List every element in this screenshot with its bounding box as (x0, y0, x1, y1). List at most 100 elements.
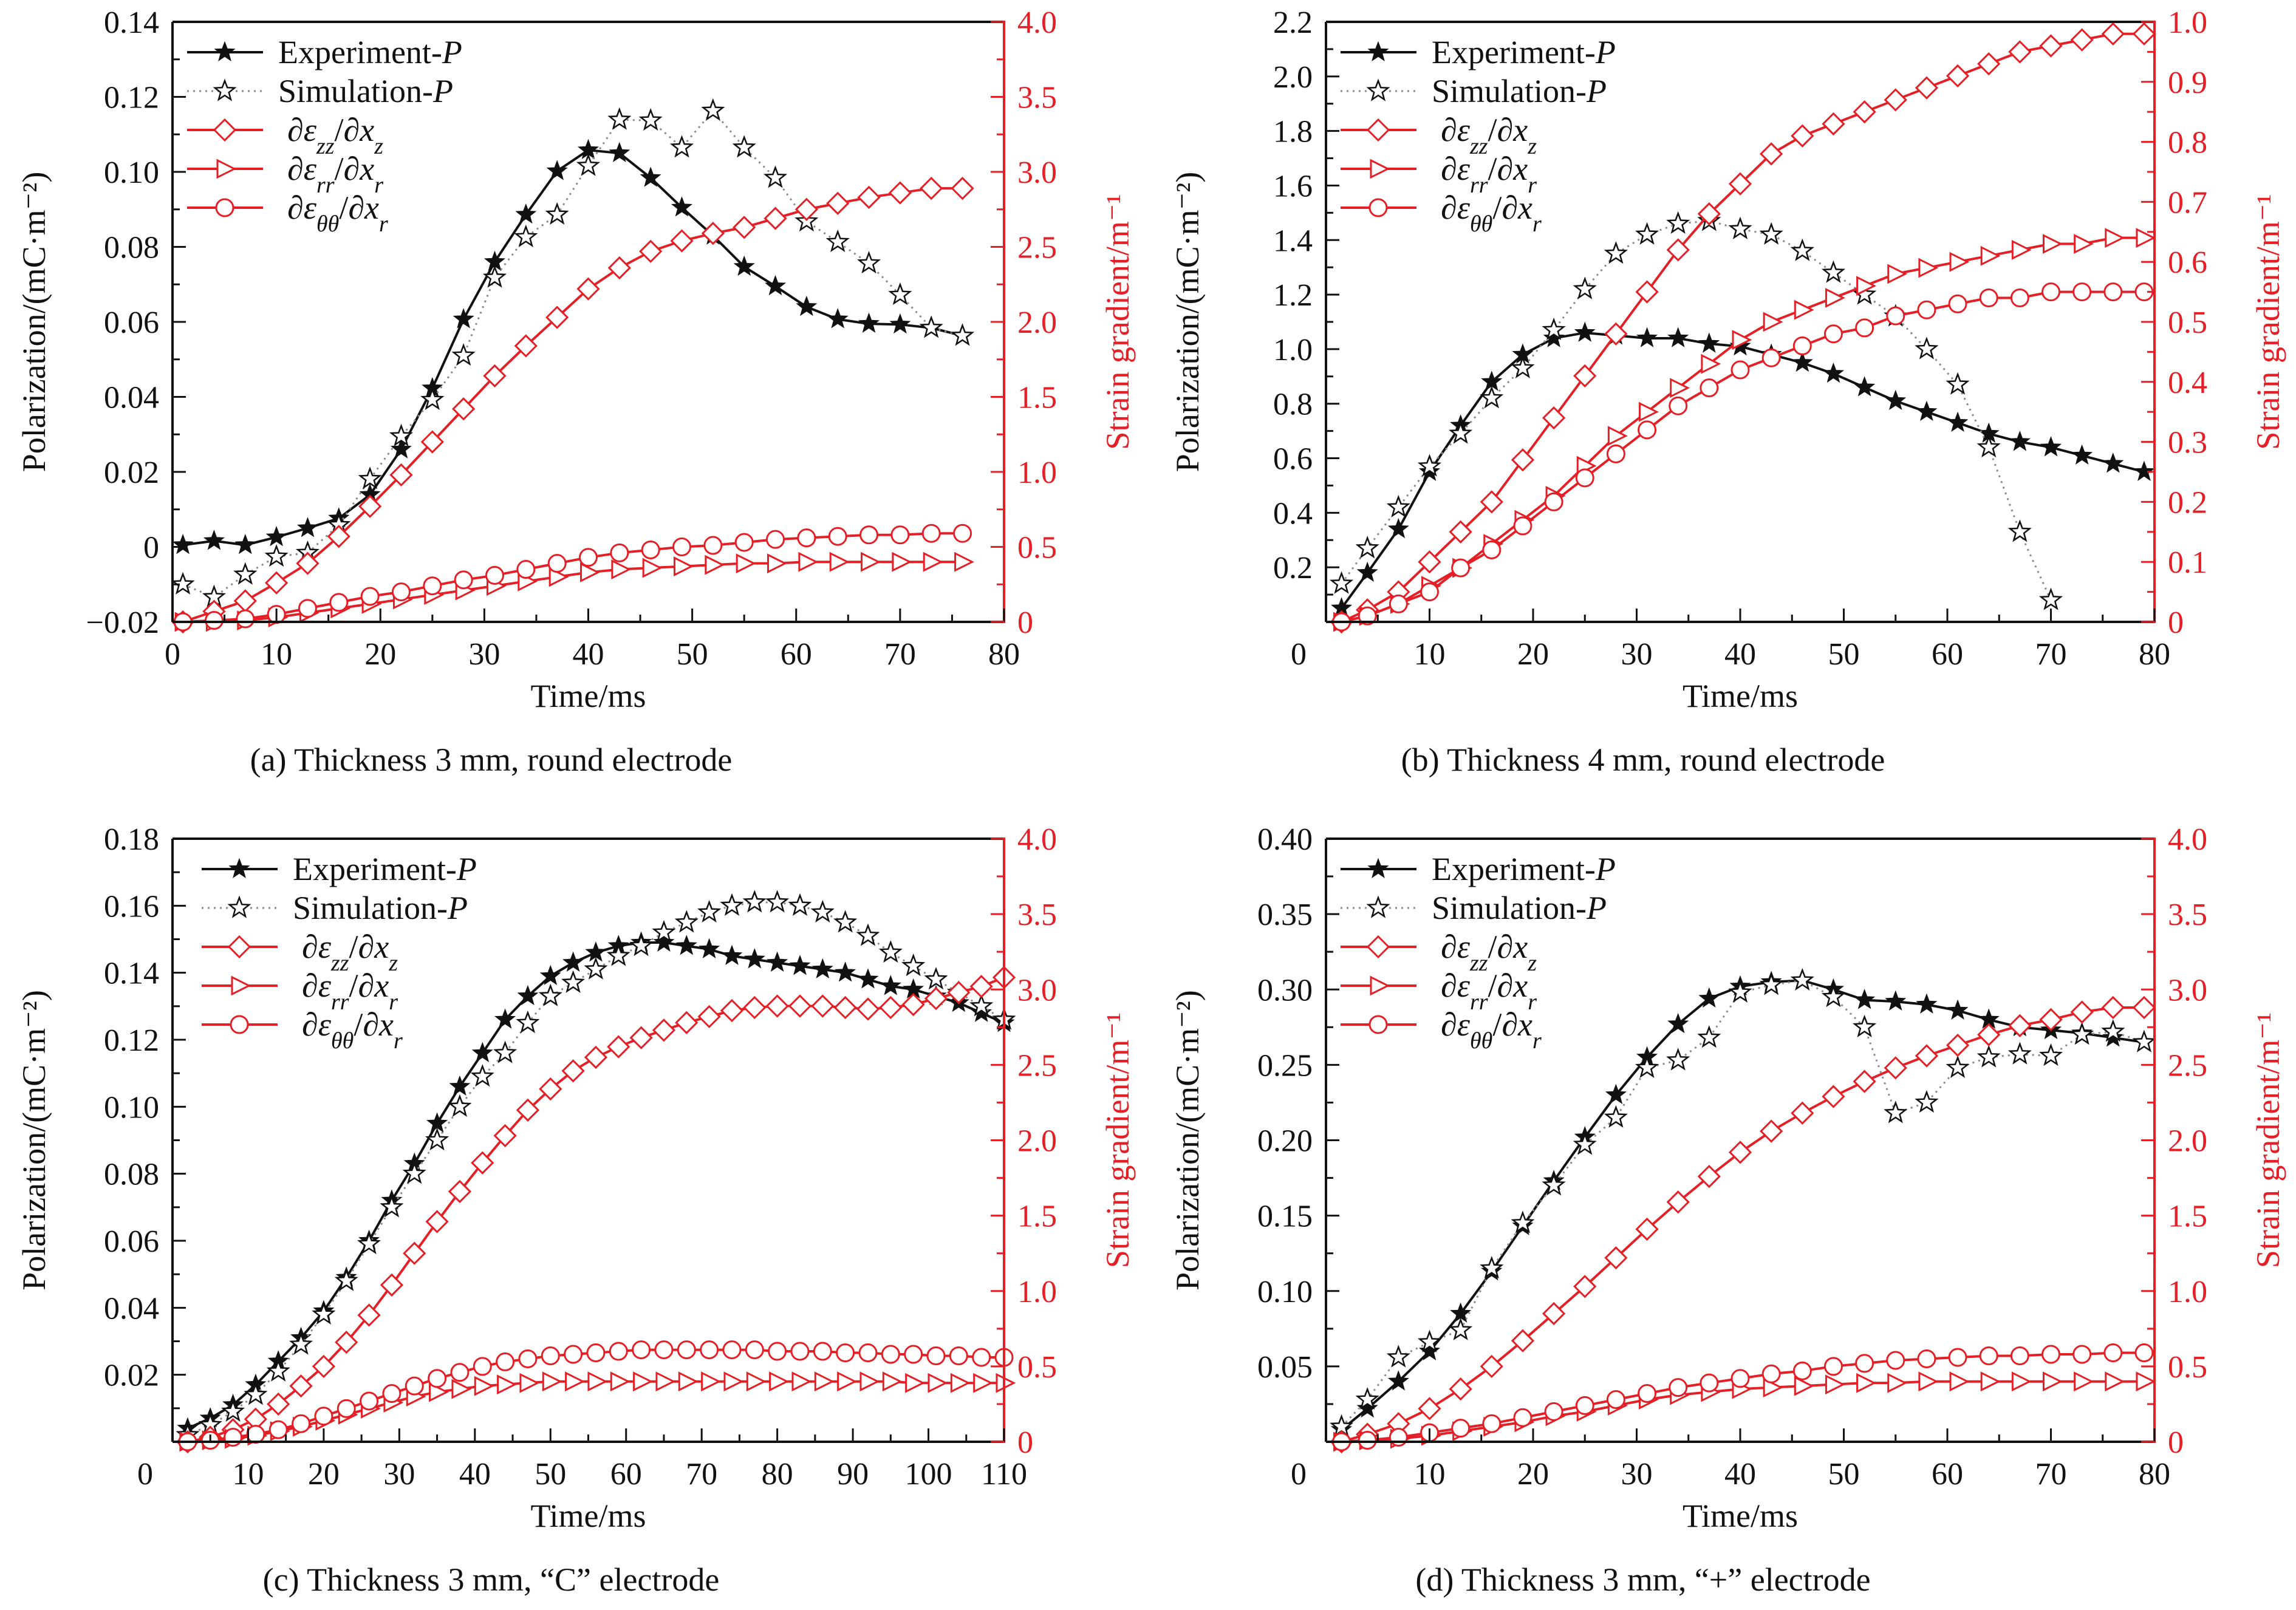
x-tick-label: 40 (1724, 1457, 1756, 1492)
triangle-marker (451, 1379, 472, 1399)
legend-item-zz: ∂εzz/∂xz (202, 929, 398, 976)
circle-marker (641, 540, 660, 559)
experiment-star-marker (789, 955, 811, 975)
circle-marker (337, 1399, 356, 1418)
legend-label: ∂εθθ/∂xr (287, 189, 388, 237)
y-tick-label: 0.25 (1257, 1048, 1313, 1083)
y2-tick-label: 1.0 (2168, 1275, 2207, 1309)
series-tt (1332, 282, 2154, 632)
triangle-marker (1370, 159, 1390, 179)
triangle-marker (882, 1371, 903, 1392)
diamond-marker (1977, 52, 2001, 76)
circle-marker (797, 528, 816, 548)
triangle-marker (2043, 234, 2063, 254)
legend-label: ∂εrr/∂xr (1441, 151, 1537, 198)
y2-axis-label: Strain gradient/m⁻¹ (1099, 1012, 1136, 1268)
experiment-star-marker (494, 1008, 516, 1029)
y2-tick-label: 0.5 (2168, 305, 2207, 340)
experiment-star-marker (539, 964, 561, 986)
x-tick-label: 70 (884, 637, 916, 672)
diamond-marker (452, 397, 476, 421)
y-tick-label: 0.12 (104, 81, 159, 115)
diamond-marker (335, 1331, 358, 1354)
x-axis-label: Time/ms (530, 678, 646, 714)
triangle-marker (1825, 288, 1845, 308)
legend-label: ∂εrr/∂xr (302, 967, 398, 1015)
series-zz (1330, 995, 2156, 1454)
diamond-marker (764, 206, 787, 230)
diamond-marker (857, 185, 881, 210)
circle-marker (921, 524, 941, 543)
diamond-marker (296, 551, 319, 575)
diamond-marker (1822, 112, 1845, 136)
circle-marker (1917, 1349, 1936, 1368)
simulation-star-marker (878, 940, 903, 963)
simulation-star-marker (652, 919, 676, 943)
simulation-star-marker (561, 970, 586, 993)
diamond-marker (607, 256, 631, 280)
diamond-marker (1791, 124, 1814, 148)
y2-tick-label: 1.0 (1017, 1275, 1057, 1309)
x-tick-label: 0 (165, 637, 180, 672)
circle-marker (454, 570, 473, 590)
series-sim (171, 98, 975, 607)
circle-marker (2010, 288, 2029, 307)
experiment-star-marker (699, 938, 720, 958)
circle-marker (766, 530, 785, 549)
diamond-marker (327, 525, 350, 548)
legend-label: ∂εzz/∂xz (1441, 112, 1537, 159)
y2-tick-label: 0.9 (2168, 66, 2207, 100)
experiment-star-marker (743, 948, 765, 969)
series-zz (1330, 22, 2156, 634)
y-tick-label: 0.08 (104, 231, 159, 265)
circle-marker (236, 609, 255, 629)
x-tick-label: 60 (1932, 1457, 1963, 1492)
triangle-marker (1370, 975, 1390, 996)
simulation-star-marker (1821, 260, 1845, 283)
circle-marker (949, 1346, 968, 1365)
diamond-marker (1853, 1069, 1876, 1093)
y-axis-label: Polarization/(mC·m⁻²) (16, 172, 52, 472)
circle-marker (564, 1345, 583, 1364)
circle-marker (423, 576, 442, 596)
triangle-marker (829, 551, 850, 572)
simulation-star-marker (2038, 587, 2063, 610)
legend-label: Simulation-P (293, 890, 468, 926)
chart-panel-b: 10 20 30 40 50 60 70 8000.20.40.60.81.01.21.41.… (1169, 5, 2286, 778)
diamond-marker (2132, 995, 2156, 1020)
y2-tick-label: 1.5 (2168, 1199, 2207, 1234)
triangle-marker (633, 1371, 653, 1392)
y-tick-label: 0.20 (1257, 1124, 1313, 1159)
triangle-marker (798, 551, 819, 572)
circle-marker (1886, 1351, 1905, 1370)
experiment-star-marker (1916, 400, 1938, 421)
simulation-star-marker (213, 78, 237, 101)
simulation-star-marker (1853, 1014, 1877, 1037)
triangle-marker (814, 1371, 835, 1392)
diamond-marker (1511, 1329, 1535, 1352)
x-tick-label: 60 (610, 1457, 642, 1492)
circle-marker (1544, 492, 1563, 511)
diamond-marker (888, 181, 912, 205)
x-tick-label: 30 (383, 1457, 415, 1492)
legend: Experiment-PSimulation-P∂εzz/∂xz∂εrr/∂xr… (1341, 34, 1616, 237)
triangle-marker (1825, 1374, 1845, 1395)
y2-tick-label: 3.5 (1017, 81, 1057, 115)
diamond-marker (1666, 1190, 1690, 1214)
circle-marker (1358, 1431, 1377, 1450)
simulation-star-marker (1604, 241, 1628, 264)
circle-marker (2103, 1343, 2123, 1363)
x-tick-label: 90 (837, 1457, 869, 1492)
experiment-star-marker (1418, 1340, 1441, 1360)
circle-marker (518, 1349, 538, 1368)
triangle-marker (769, 1371, 789, 1392)
diamond-marker (833, 995, 857, 1020)
x-tick-label: 10 (1414, 1457, 1446, 1492)
circle-marker (734, 533, 754, 552)
y-tick-label: 0.06 (104, 1224, 159, 1259)
legend-item-sim: Simulation-P (1341, 890, 1607, 926)
circle-marker (230, 1015, 249, 1034)
diamond-marker (826, 191, 850, 215)
circle-marker (246, 1425, 265, 1444)
